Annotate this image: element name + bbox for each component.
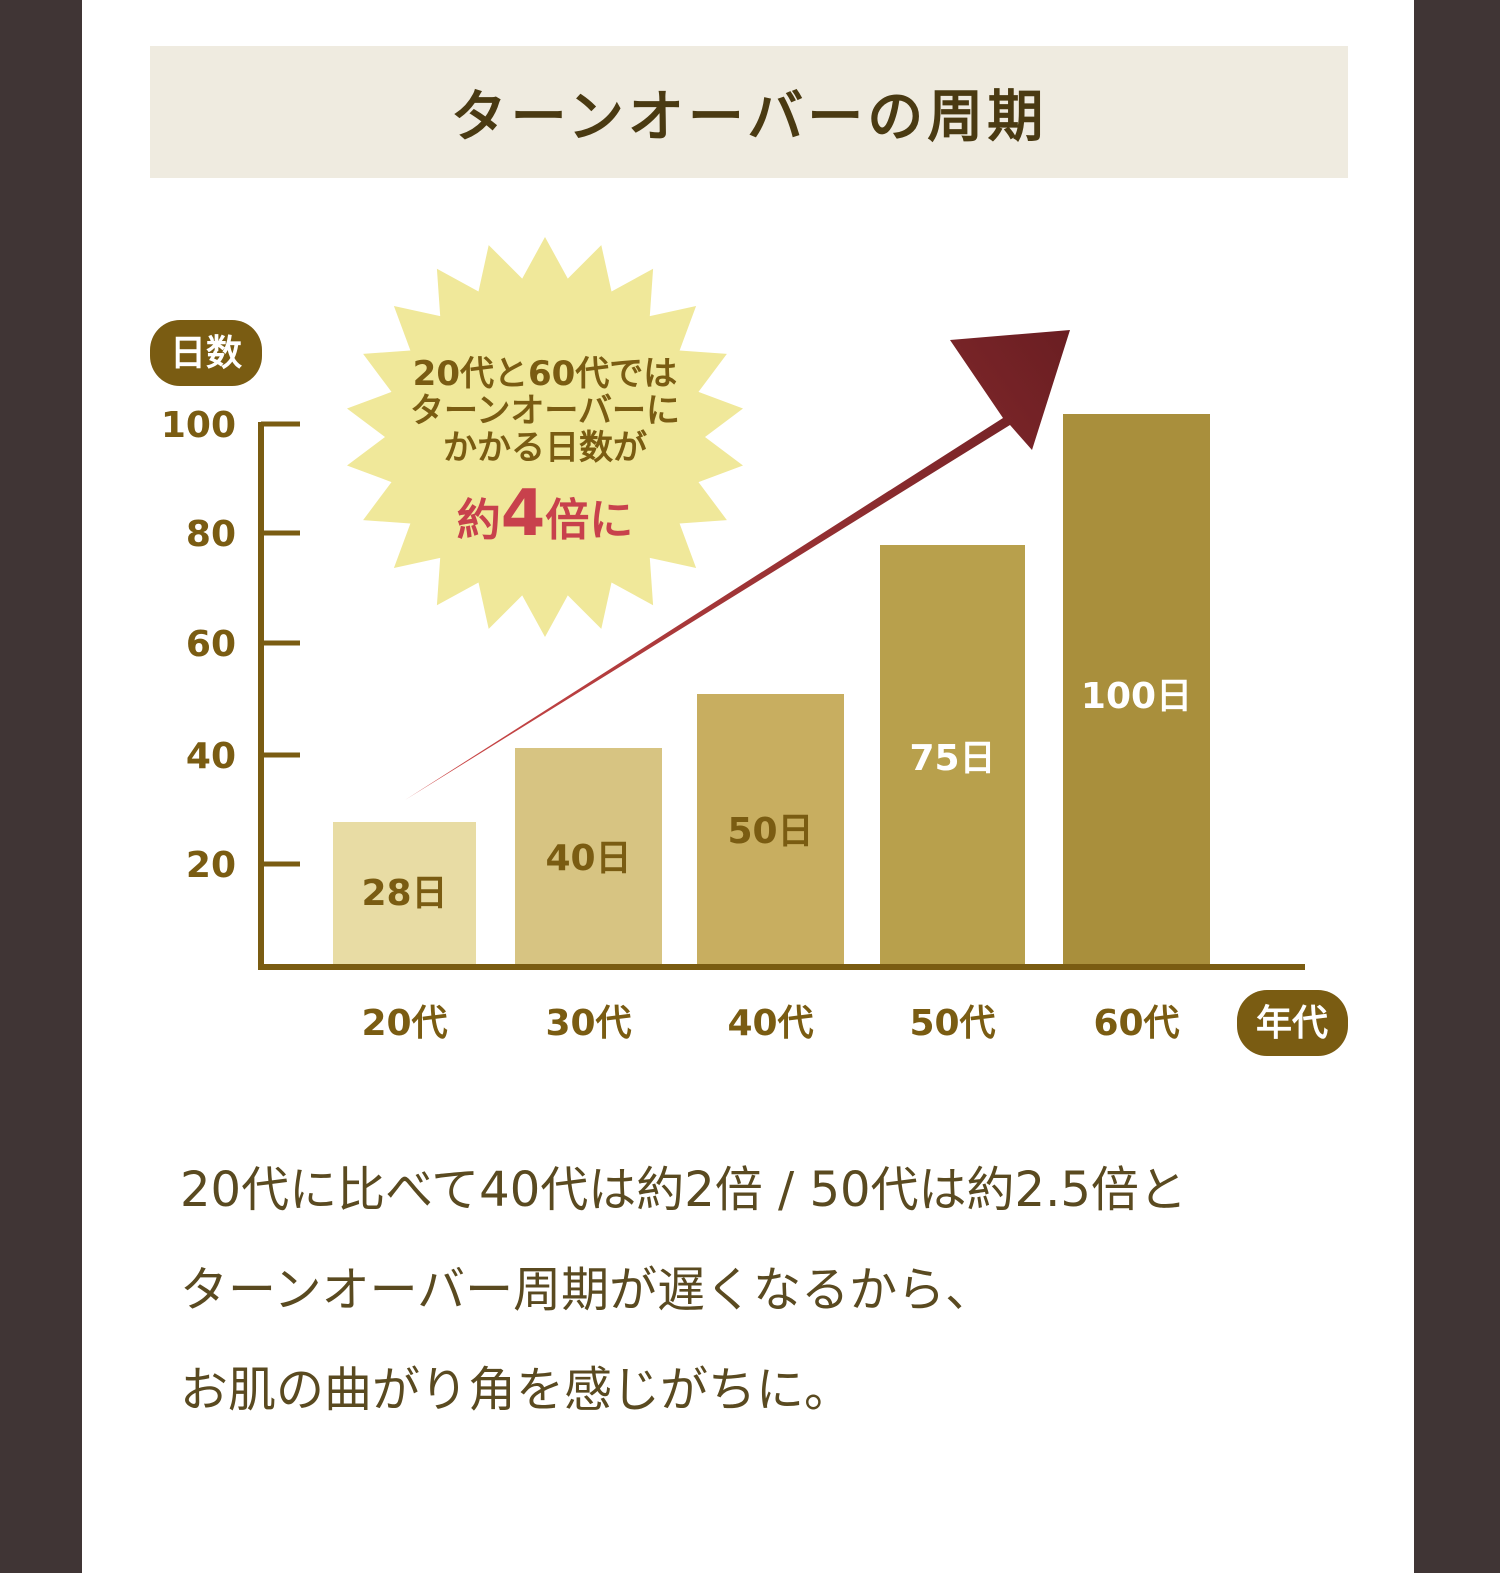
bar: [697, 694, 844, 964]
badge-emph-num: 4: [501, 477, 546, 551]
badge-emph-post: 倍に: [545, 495, 633, 546]
x-axis-label: 年代: [1256, 1003, 1328, 1044]
bar-value-label: 28日: [361, 873, 447, 914]
badge-line-2: ターンオーバーに: [410, 391, 680, 431]
x-tick-label: 50代: [909, 1003, 995, 1044]
x-tick-label: 60代: [1093, 1003, 1179, 1044]
caption: 20代に比べて40代は約2倍 / 50代は約2.5倍と ターンオーバー周期が遅く…: [180, 1140, 1380, 1440]
bar: [515, 748, 662, 964]
bar: [880, 545, 1025, 964]
caption-line-1: 20代に比べて40代は約2倍 / 50代は約2.5倍と: [180, 1162, 1187, 1218]
bar-value-label: 40日: [545, 838, 631, 879]
badge-emph-pre: 約: [457, 495, 501, 546]
bar-value-label: 75日: [909, 738, 995, 779]
bar-value-label: 100日: [1081, 676, 1192, 717]
trend-arrow: [405, 330, 1070, 800]
y-tick-label: 80: [186, 514, 236, 555]
y-tick-label: 60: [186, 624, 236, 665]
starburst-badge: [347, 237, 743, 637]
axis-layer: 20 40 60 80 100: [161, 405, 1305, 970]
y-axis-label: 日数: [170, 333, 242, 374]
caption-line-2: ターンオーバー周期が遅くなるから、: [180, 1262, 994, 1318]
page-title: ターンオーバーの周期: [450, 84, 1048, 150]
badge-line-1: 20代と60代では: [413, 354, 678, 394]
badge-emphasis: 約4倍に: [457, 477, 634, 551]
bars-layer: 28日 20代 40日 30代 50日 40代 75日 50代 100日 60代: [333, 414, 1210, 1044]
badge-line-3: かかる日数が: [443, 428, 647, 468]
title-banner: ターンオーバーの周期: [150, 46, 1348, 178]
caption-line-3: お肌の曲がり角を感じがちに。: [180, 1362, 853, 1418]
x-tick-label: 30代: [545, 1003, 631, 1044]
y-axis-pill: [150, 320, 262, 386]
x-axis-pill: [1237, 990, 1348, 1056]
bar: [333, 822, 476, 964]
bar-value-label: 50日: [727, 811, 813, 852]
bar: [1063, 414, 1210, 964]
y-tick-label: 20: [186, 845, 236, 886]
y-tick-label: 40: [186, 736, 236, 777]
x-tick-label: 20代: [361, 1003, 447, 1044]
y-tick-label: 100: [161, 405, 236, 446]
x-tick-label: 40代: [727, 1003, 813, 1044]
